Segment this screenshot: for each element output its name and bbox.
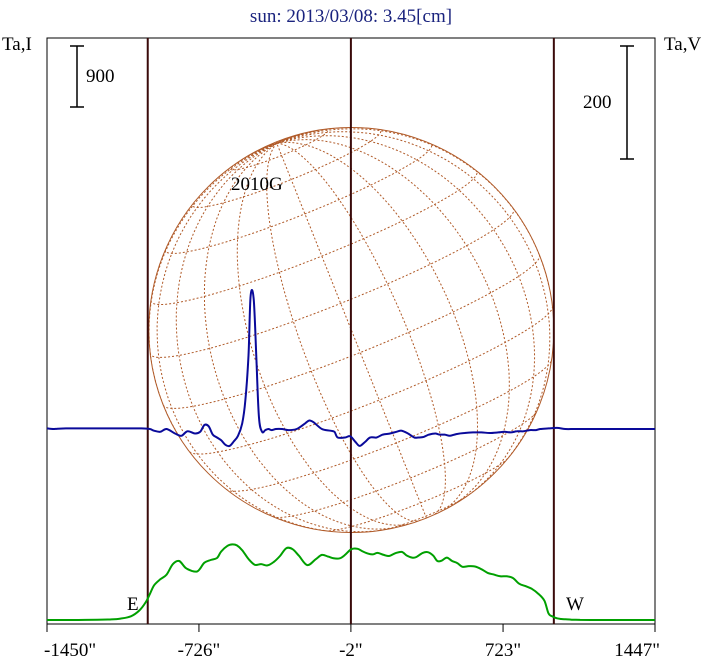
grid-line <box>203 142 406 530</box>
grid-line <box>156 142 357 533</box>
series-line-polarization <box>46 289 655 448</box>
grid-line <box>276 139 510 510</box>
grid-line <box>276 143 427 519</box>
grid-line <box>150 170 478 305</box>
east-label: E <box>127 594 139 615</box>
left-scale-bar <box>70 45 84 108</box>
right-axis-label: Ta,V <box>664 34 701 55</box>
grid-line <box>192 128 382 208</box>
x-tick-label: 1447" <box>614 640 660 660</box>
series-line-intensity <box>47 543 655 621</box>
grid-line <box>379 494 470 531</box>
right-scale-label: 200 <box>583 92 612 113</box>
grid-line <box>276 141 479 513</box>
vertical-markers <box>146 38 555 624</box>
west-label: W <box>566 594 584 615</box>
grid-line <box>276 128 550 286</box>
grid-line <box>189 306 553 455</box>
x-tick-label: -2" <box>339 640 363 660</box>
grid-line <box>229 128 329 171</box>
left-axis-label: Ta,I <box>2 34 32 55</box>
grid-line <box>149 207 515 358</box>
grid-line <box>276 142 446 517</box>
grid-line <box>266 142 422 522</box>
grid-line <box>236 142 412 526</box>
grid-line <box>164 143 433 254</box>
region-label-2010g: 2010G <box>231 174 283 195</box>
left-scale-label: 900 <box>86 66 115 87</box>
grid-line <box>226 359 553 492</box>
grid-line <box>276 136 292 144</box>
x-tick-label: 723" <box>485 640 521 660</box>
chart-title: sun: 2013/03/08: 3.45[cm] <box>250 6 452 27</box>
right-scale-bar <box>620 45 634 160</box>
grid-line <box>272 410 538 518</box>
x-axis-ticks: -1450" -726" -2" 723" 1447" <box>44 624 660 660</box>
solar-coordinate-grid <box>148 127 553 533</box>
grid-line <box>276 131 551 481</box>
x-tick-label: -1450" <box>44 640 96 660</box>
grid-line <box>276 135 536 502</box>
x-tick-label: -726" <box>178 640 221 660</box>
